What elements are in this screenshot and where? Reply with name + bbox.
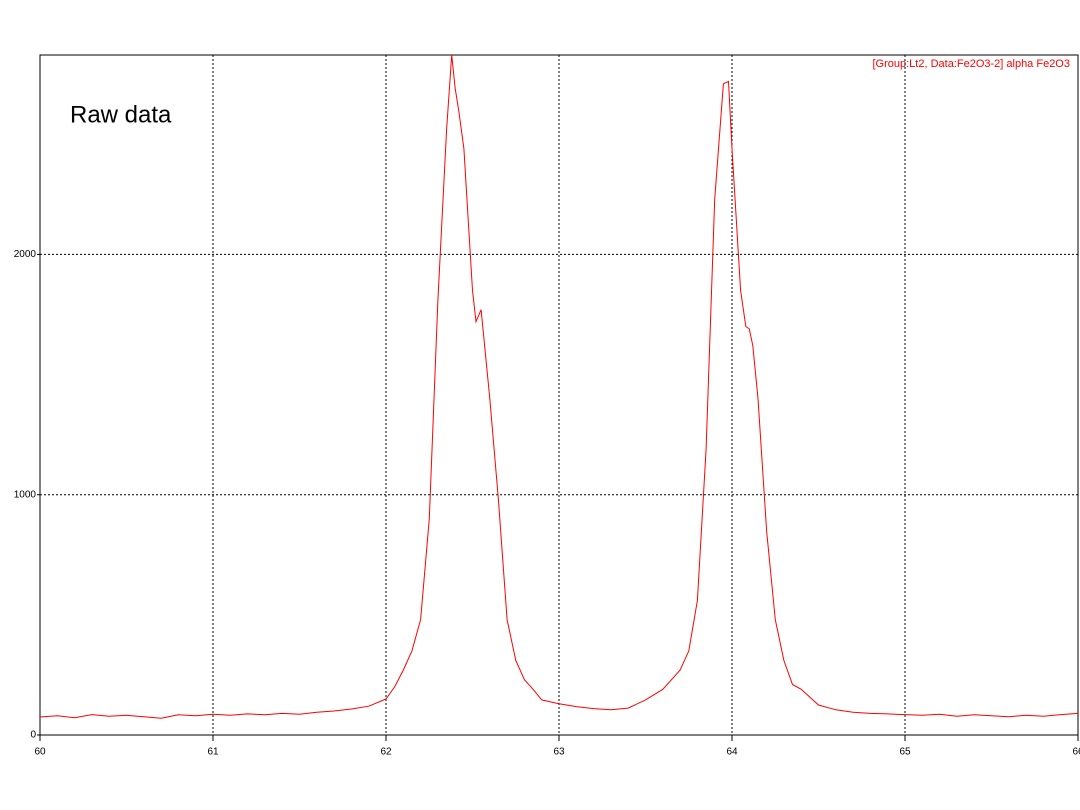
x-tick-label: 64 <box>726 747 738 758</box>
y-tick-label: 1000 <box>14 489 37 500</box>
x-tick-label: 61 <box>207 747 219 758</box>
x-tick-label: 63 <box>553 747 565 758</box>
x-tick-label: 66 <box>1072 747 1080 758</box>
x-tick-label: 60 <box>34 747 46 758</box>
annotation: Raw data <box>70 101 172 128</box>
x-tick-label: 65 <box>899 747 911 758</box>
y-tick-label: 0 <box>30 730 36 741</box>
legend-entry: [Group:Lt2, Data:Fe2O3-2] alpha Fe2O3 <box>872 58 1070 70</box>
y-tick-label: 2000 <box>14 249 37 260</box>
x-tick-label: 62 <box>380 747 392 758</box>
data-line <box>39 54 1079 719</box>
